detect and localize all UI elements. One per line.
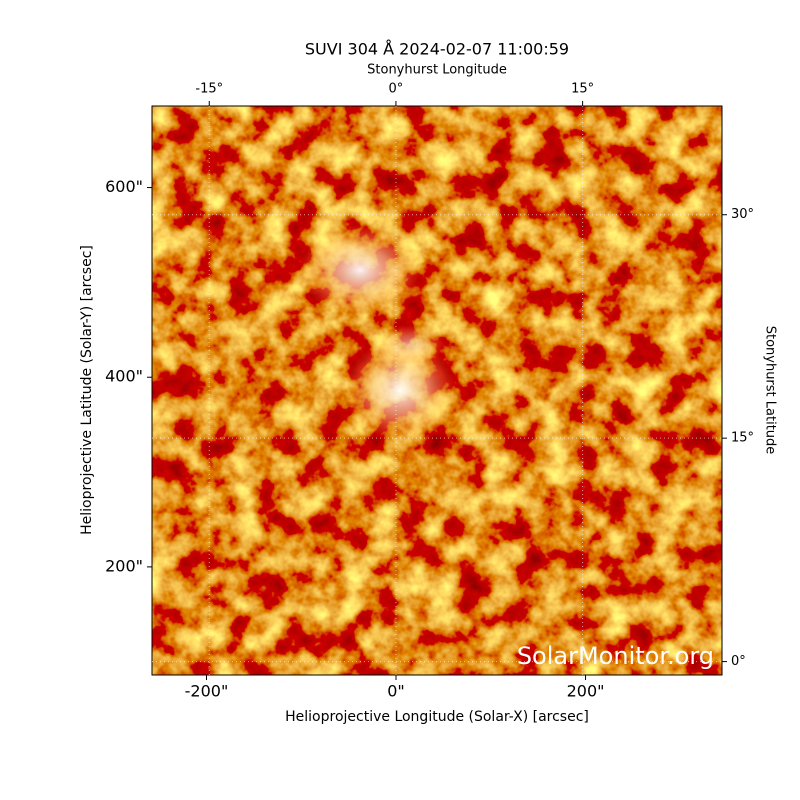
x-axis-label: Helioprojective Longitude (Solar-X) [arc… [285, 709, 589, 725]
y2-axis-label: Stonyhurst Latitude [763, 326, 778, 455]
x-tick-label: 200" [567, 682, 605, 701]
y-tick-label: 200" [105, 556, 143, 575]
y2-tick-label: 0° [731, 654, 746, 669]
x2-axis-label: Stonyhurst Longitude [367, 63, 507, 78]
y-axis-label: Helioprojective Latitude (Solar-Y) [arcs… [79, 245, 95, 535]
watermark: SolarMonitor.org [517, 642, 714, 670]
x2-tick-label: 15° [571, 82, 594, 97]
x2-tick-label: 0° [389, 82, 404, 97]
solar-image [152, 106, 722, 675]
chart-title: SUVI 304 Å 2024-02-07 11:00:59 [305, 40, 569, 59]
y-tick-label: 400" [105, 367, 143, 386]
y2-tick-label: 15° [731, 431, 754, 446]
plot-frame [151, 105, 723, 676]
y-tick-label: 600" [105, 177, 143, 196]
x-tick-label: -200" [185, 682, 229, 701]
x-tick-label: 0" [387, 682, 405, 701]
y2-tick-label: 30° [731, 207, 754, 222]
x2-tick-label: -15° [195, 82, 223, 97]
